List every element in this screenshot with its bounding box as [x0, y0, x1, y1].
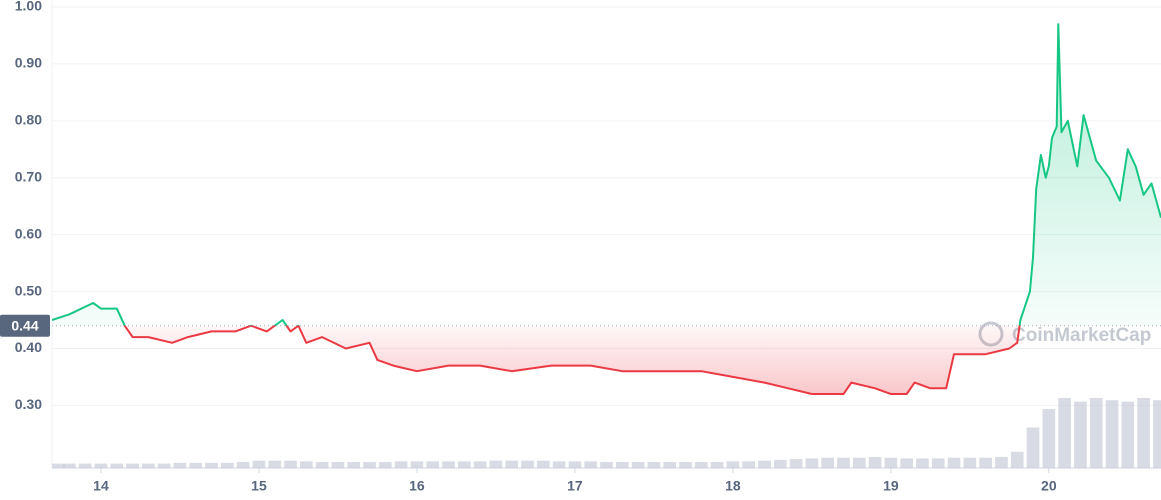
volume-bar [394, 461, 408, 468]
volume-bar [1074, 401, 1087, 468]
x-tick-label: 20 [1041, 478, 1057, 494]
volume-bar [157, 463, 171, 468]
x-tick-label: 14 [93, 478, 109, 494]
volume-bar [884, 457, 898, 468]
volume-bar [110, 463, 124, 468]
volume-bar [1058, 398, 1071, 468]
volume-bar [963, 457, 977, 468]
volume-bar [63, 463, 76, 468]
volume-bar [300, 461, 313, 468]
baseline-label: 0.44 [11, 317, 38, 333]
baseline-label-bg [0, 314, 50, 337]
volume-bar [1010, 451, 1024, 468]
x-tick-label: 19 [883, 478, 899, 494]
volume-bar [142, 463, 155, 468]
volume-bar [900, 458, 913, 468]
volume-bar [1089, 398, 1103, 468]
volume-bar [726, 461, 740, 468]
watermark-text: CoinMarketCap [1012, 325, 1151, 346]
volume-bar [758, 460, 771, 468]
volume-bar [1153, 400, 1161, 468]
y-tick-label: 0.40 [15, 339, 42, 355]
volume-bar [505, 460, 519, 468]
volume-bar [489, 460, 503, 468]
volume-bar [916, 458, 929, 468]
x-tick-label: 17 [567, 478, 583, 494]
volume-bar [789, 459, 803, 468]
volume-bar [252, 460, 266, 468]
y-tick-label: 0.70 [15, 168, 42, 184]
y-tick-label: 0.60 [15, 225, 42, 241]
volume-bar [1026, 427, 1040, 468]
x-tick-label: 15 [251, 478, 267, 494]
y-tick-label: 1.00 [15, 0, 42, 14]
volume-bar [78, 463, 92, 468]
volume-bar [205, 462, 218, 468]
volume-bar [379, 462, 392, 468]
volume-bar [742, 461, 755, 468]
volume-bar [979, 457, 992, 468]
volume-bar [773, 459, 787, 468]
volume-bar [94, 463, 108, 468]
price-line [52, 23, 1161, 395]
volume-bar [347, 462, 361, 468]
volume-bar [442, 461, 455, 468]
volume-bar [631, 462, 645, 468]
volume-bar [236, 462, 250, 468]
x-tick-label: 16 [409, 478, 425, 494]
volume-bar [931, 458, 945, 468]
volume-bar [805, 458, 819, 468]
y-tick-label: 0.30 [15, 396, 42, 412]
volume-bar [568, 461, 582, 468]
volume-bar [647, 462, 661, 468]
volume-bar [584, 461, 598, 468]
volume-bar [710, 462, 724, 468]
volume-bar [126, 463, 139, 468]
volume-bar [173, 462, 187, 468]
volume-bar [821, 457, 834, 468]
volume-bar [868, 456, 882, 468]
volume-bar [552, 461, 566, 468]
volume-bar [268, 460, 282, 468]
volume-bar [315, 462, 329, 468]
volume-bar [1042, 409, 1056, 468]
volume-bar [189, 462, 203, 468]
volume-bar [694, 462, 708, 468]
y-tick-label: 0.90 [15, 55, 42, 71]
volume-bar [600, 462, 613, 468]
y-tick-label: 0.80 [15, 112, 42, 128]
volume-bar [679, 462, 692, 468]
volume-bar [331, 462, 345, 468]
volume-bar [852, 457, 866, 468]
volume-bar [221, 462, 234, 468]
volume-bar [473, 461, 487, 468]
volume-bar [837, 457, 850, 468]
volume-bar [52, 463, 65, 468]
volume-bar [363, 462, 376, 468]
volume-bar [995, 456, 1008, 468]
volume-bar [947, 457, 961, 468]
volume-bar [536, 460, 550, 468]
volume-bar [1137, 398, 1150, 468]
price-area [52, 24, 1161, 394]
x-tick-label: 18 [725, 478, 741, 494]
volume-bar [284, 460, 297, 468]
volume-bar [521, 460, 534, 468]
volume-bar [1121, 401, 1135, 468]
volume-bar [1105, 400, 1119, 468]
volume-bar [426, 461, 440, 468]
volume-bar [663, 462, 677, 468]
y-tick-label: 0.50 [15, 282, 42, 298]
volume-bar [410, 461, 424, 468]
volume-bar [615, 462, 629, 468]
volume-bar [458, 461, 471, 468]
